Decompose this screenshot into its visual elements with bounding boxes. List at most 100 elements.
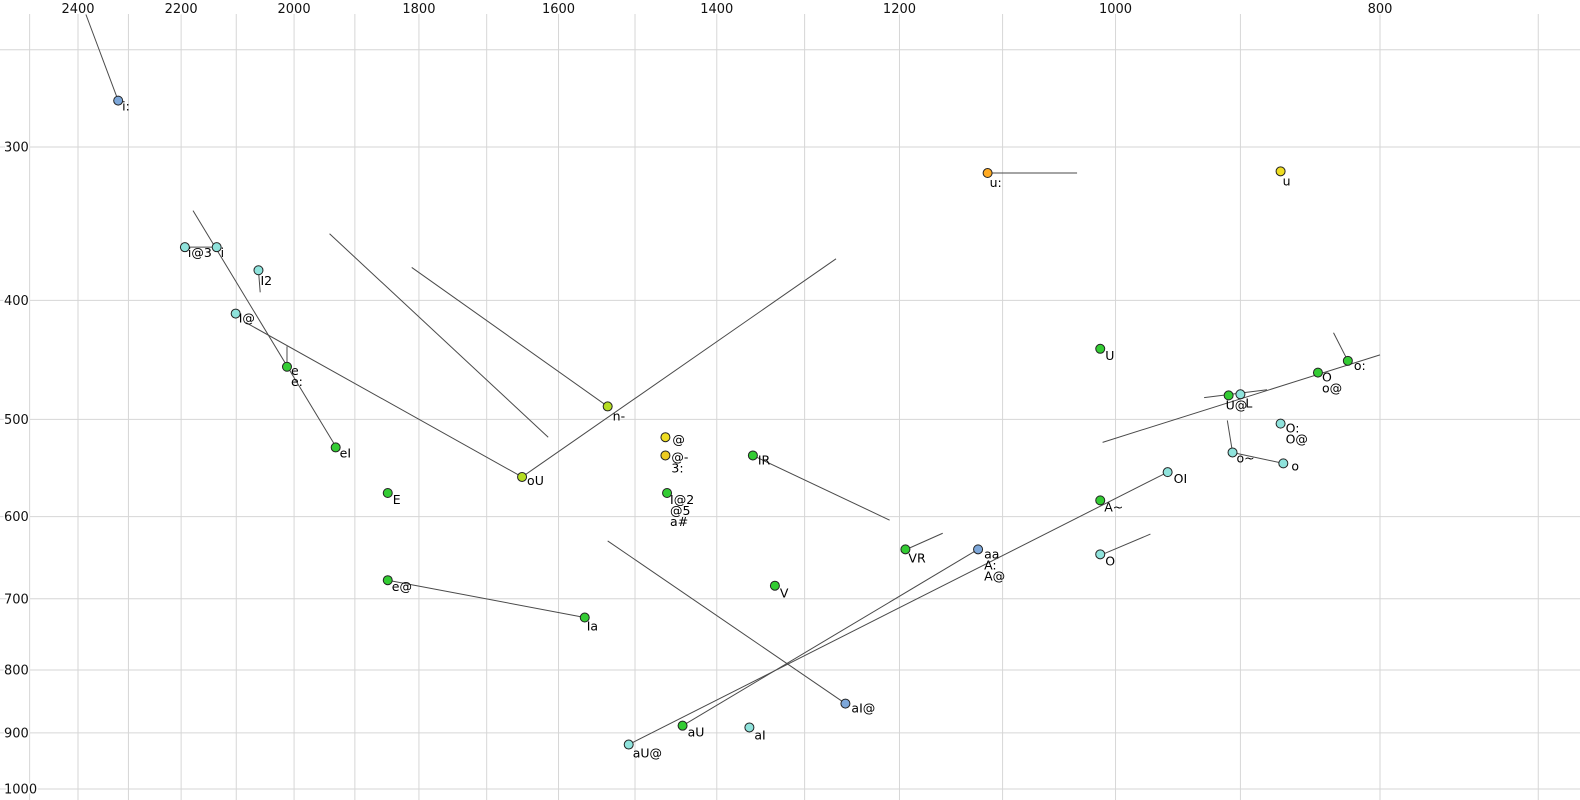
vowel-point-aU@ xyxy=(623,739,634,750)
vowel-label-oU: oU xyxy=(527,473,544,488)
vowel-point-u xyxy=(1275,166,1286,177)
trajectory-line xyxy=(682,548,979,727)
vowel-point-L xyxy=(1235,389,1246,400)
y-axis-tick-label: 300 xyxy=(4,141,29,156)
trajectory-line xyxy=(411,267,608,407)
point-layer: i:i@3 iI2I@ee:eIEe@IaoUn-@@-3:I@2@5a#IRVV… xyxy=(113,95,1366,761)
axis-label-layer: 2400 2200 2000 1800 1600 1400 1200 1000 800 300 40… xyxy=(3,1,1394,800)
vowel-point-e@ xyxy=(382,575,393,586)
vowel-label-@: @ xyxy=(672,432,685,447)
y-axis-tick-label: 500 xyxy=(4,413,29,428)
trajectory-line xyxy=(387,579,585,619)
trajectory-line xyxy=(1102,533,1151,555)
vowel-label-u:: u: xyxy=(990,175,1002,190)
x-axis-tick-label: 1000 xyxy=(1099,2,1132,17)
vowel-label-A@: A@ xyxy=(984,568,1005,583)
vowel-label-O@: O@ xyxy=(1286,432,1308,447)
vowel-label-o:: o: xyxy=(1354,358,1366,373)
vowel-label-u: u xyxy=(1283,173,1291,188)
y-axis-tick-label: 900 xyxy=(4,726,29,741)
vowel-label-i@3: i@3 xyxy=(188,245,212,260)
vowel-point-aa xyxy=(973,544,984,555)
x-axis-tick-label: 2000 xyxy=(278,2,311,17)
vowel-label-e@: e@ xyxy=(392,579,412,594)
y-axis-tick-label: 600 xyxy=(4,510,29,525)
vowel-point-i: xyxy=(113,95,124,106)
trajectory-line xyxy=(628,471,1168,745)
trajectory-line xyxy=(521,258,837,478)
trajectory-line xyxy=(329,233,549,438)
vowel-label-aU@: aU@ xyxy=(633,746,662,761)
vowel-label-OI: OI xyxy=(1174,471,1188,486)
y-axis-tick-label: 800 xyxy=(4,664,29,679)
trajectory-line xyxy=(1232,451,1284,464)
vowel-label-aI: aI xyxy=(754,727,765,742)
vowel-label-E: E xyxy=(393,492,401,507)
vowel-point-I2 xyxy=(253,265,264,276)
vowel-point-o~ xyxy=(1227,447,1238,458)
vowel-point-n- xyxy=(602,401,613,412)
y-axis-tick-label: 1000 xyxy=(4,783,37,798)
vowel-label-U: U xyxy=(1105,348,1114,363)
vowel-label-@-: @- xyxy=(671,449,688,464)
trajectory-line xyxy=(908,532,943,549)
x-axis-tick-label: 2200 xyxy=(165,2,198,17)
vowel-label-O: O xyxy=(1322,370,1332,385)
vowel-point-oU xyxy=(517,471,528,482)
vowel-label-I@: I@ xyxy=(239,311,255,326)
x-axis-tick-label: 1600 xyxy=(542,2,575,17)
vowel-point-U xyxy=(1095,343,1106,354)
vowel-point-@- xyxy=(660,450,671,461)
vowel-point-i xyxy=(211,242,222,253)
y-axis-tick-label: 400 xyxy=(4,294,29,309)
x-axis-tick-label: 2400 xyxy=(61,2,94,17)
vowel-label-a#: a# xyxy=(670,514,688,529)
vowel-label-n-: n- xyxy=(613,408,625,423)
vowel-point-I@ xyxy=(230,308,241,319)
trajectory-line xyxy=(1333,332,1349,362)
trajectory-line xyxy=(607,540,846,705)
vowel-label-@5: @5 xyxy=(670,503,690,518)
vowel-label-o@: o@ xyxy=(1322,381,1342,396)
vowel-point-aI@ xyxy=(840,698,851,709)
vowel-point-eI xyxy=(330,442,341,453)
vowel-label-o: o xyxy=(1291,458,1299,473)
vowel-label-O:: O: xyxy=(1286,421,1300,436)
vowel-point-OI xyxy=(1162,467,1173,478)
vowel-label-o~: o~ xyxy=(1237,450,1255,465)
vowel-point-o xyxy=(1278,458,1289,469)
grid-layer xyxy=(0,14,1580,800)
vowel-label-i: i xyxy=(221,245,224,260)
x-axis-tick-label: 1200 xyxy=(883,2,916,17)
trajectory-line xyxy=(85,14,119,101)
x-axis-tick-label: 1400 xyxy=(700,2,733,17)
vowel-point-aU xyxy=(677,720,688,731)
vowel-point-O xyxy=(1312,367,1323,378)
vowel-point-o: xyxy=(1342,355,1353,366)
vowel-label-Ia: Ia xyxy=(587,619,598,634)
vowel-point-I@2 xyxy=(662,487,673,498)
vowel-point-O: xyxy=(1275,418,1286,429)
x-axis-tick-label: 800 xyxy=(1368,2,1393,17)
vowel-point-O xyxy=(1095,549,1106,560)
vowel-label-L: L xyxy=(1245,395,1252,410)
vowel-label-i:: i: xyxy=(122,99,130,114)
vowel-label-V: V xyxy=(780,586,789,601)
y-axis-tick-label: 700 xyxy=(4,592,29,607)
vowel-point-aI xyxy=(744,722,755,733)
vowel-point-i@3 xyxy=(179,242,190,253)
vowel-point-@ xyxy=(660,432,671,443)
vowel-point-E xyxy=(382,487,393,498)
vowel-label-A~: A~ xyxy=(1104,499,1123,514)
vowel-label-A:: A: xyxy=(984,557,997,572)
vowel-label-I2: I2 xyxy=(260,273,272,288)
x-axis-tick-label: 1800 xyxy=(402,2,435,17)
vowel-label-aa: aa xyxy=(984,546,999,561)
vowel-point-IR xyxy=(747,450,758,461)
vowel-point-U@ xyxy=(1223,390,1234,401)
vowel-point-Ia xyxy=(579,612,590,623)
vowel-label-aI@: aI@ xyxy=(851,701,875,716)
vowel-point-VR xyxy=(900,544,911,555)
